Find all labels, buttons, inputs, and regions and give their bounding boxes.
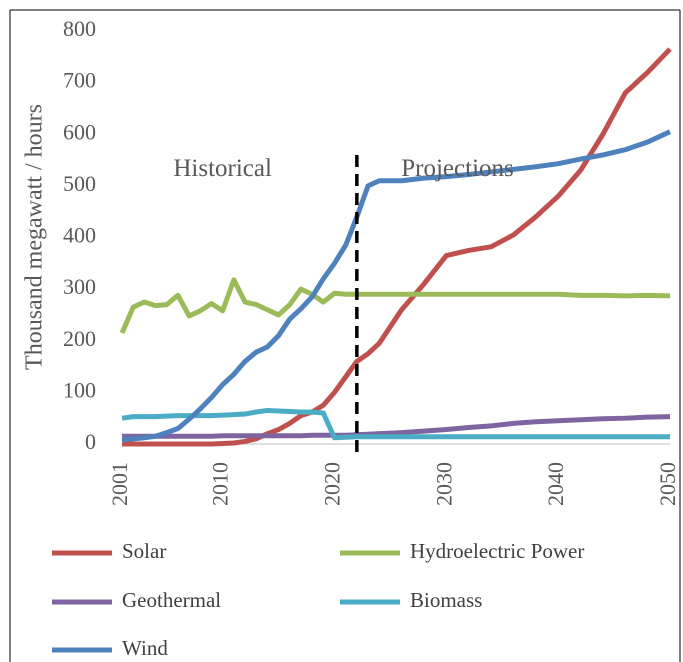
x-tick-label: 2030	[431, 462, 456, 506]
legend-label: Hydroelectric Power	[410, 539, 584, 563]
series-line	[122, 47, 672, 447]
legend-label: Solar	[122, 539, 166, 563]
y-tick-label: 400	[63, 223, 96, 248]
series-line	[121, 129, 672, 443]
series-line	[122, 414, 671, 439]
x-tick-label: 2010	[208, 462, 233, 506]
y-tick-label: 600	[63, 119, 96, 144]
legend-label: Geothermal	[122, 588, 221, 612]
x-tick-label: 2040	[543, 462, 568, 506]
series-line	[119, 277, 671, 334]
y-tick-label: 200	[63, 326, 96, 351]
y-tick-label: 300	[63, 274, 96, 299]
y-tick-label: 700	[63, 68, 96, 93]
annotation: Projections	[401, 155, 514, 182]
y-tick-label: 0	[85, 429, 96, 454]
x-tick-label: 2050	[655, 462, 680, 506]
y-tick-label: 800	[63, 16, 96, 41]
annotation: Historical	[173, 155, 272, 182]
y-axis-label: Thousand megawatt / hours	[22, 104, 48, 370]
legend-label: Biomass	[410, 588, 482, 612]
y-tick-label: 100	[63, 377, 96, 402]
series-line	[121, 407, 670, 441]
legend-label: Wind	[122, 636, 168, 660]
x-tick-label: 2001	[107, 462, 132, 506]
x-tick-label: 2020	[320, 462, 345, 506]
y-tick-label: 500	[63, 171, 96, 196]
